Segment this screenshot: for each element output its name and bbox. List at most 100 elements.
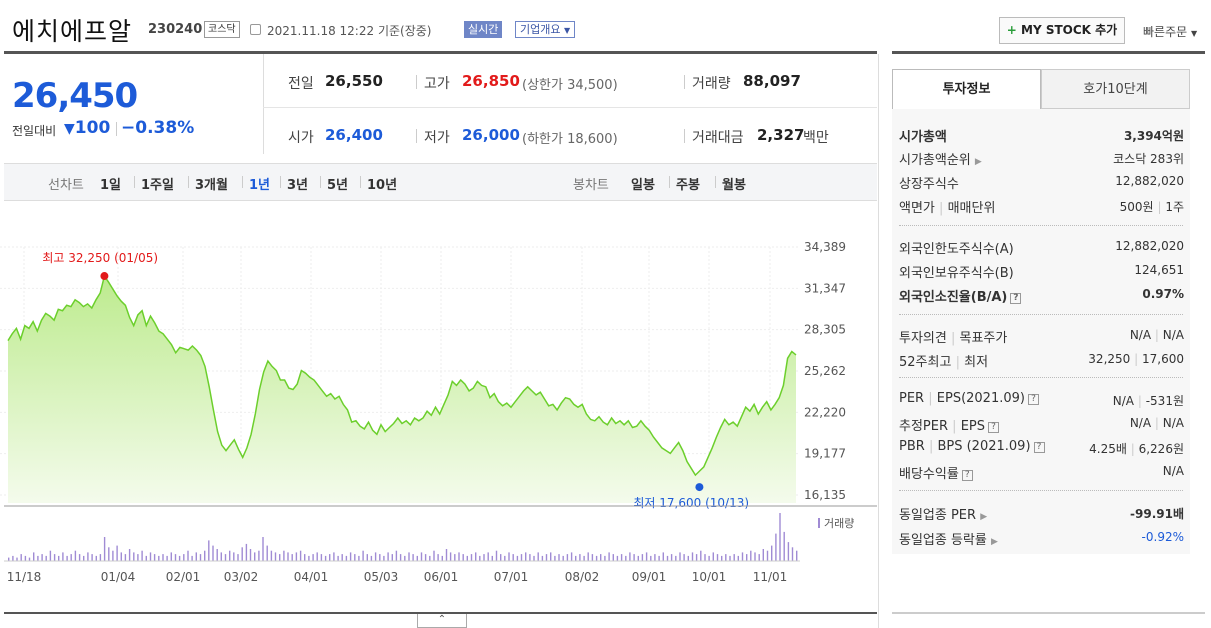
volume-bar bbox=[337, 555, 339, 561]
down-triangle-icon: ▼ bbox=[64, 121, 75, 137]
week52-value: 32,250 | 17,600 bbox=[1088, 352, 1184, 366]
prev-close: 26,550 bbox=[325, 72, 383, 90]
y-tick-label: 25,262 bbox=[804, 364, 846, 378]
candle-period-tab[interactable]: 주봉 bbox=[676, 178, 700, 193]
volume-bar bbox=[358, 555, 360, 561]
industry-rate-label[interactable]: 동일업종 등락률 ▶ bbox=[899, 533, 998, 548]
volume-bar bbox=[145, 555, 147, 561]
chevron-down-icon: ▼ bbox=[1191, 29, 1198, 38]
stock-code: 230240 bbox=[148, 22, 203, 37]
volume-bar bbox=[99, 554, 102, 561]
volume-bar bbox=[633, 554, 635, 561]
volume-bar bbox=[433, 550, 435, 561]
price-line bbox=[7, 274, 797, 477]
volume-bar bbox=[487, 552, 489, 561]
market-cap-label: 시가총액 bbox=[899, 130, 947, 145]
line-period-tab[interactable]: 10년 bbox=[367, 178, 398, 193]
foreign-limit: 12,882,020 bbox=[1115, 239, 1184, 253]
industry-per-label[interactable]: 동일업종 PER ▶ bbox=[899, 508, 988, 523]
volume-bar bbox=[183, 554, 185, 561]
price-chart[interactable]: 34,389 31,347 28,305 25,262 22,220 19,177 16,1… bbox=[0, 205, 878, 600]
volume-bar bbox=[53, 554, 56, 561]
x-tick-label: 09/01 bbox=[632, 570, 667, 584]
market-cap-rank-label[interactable]: 시가총액순위 ▶ bbox=[899, 153, 982, 168]
volume-bar bbox=[399, 554, 402, 561]
volume-bar bbox=[420, 552, 423, 561]
line-period-tab[interactable]: 1일 bbox=[100, 178, 122, 193]
line-period-tab[interactable]: 1년 bbox=[249, 178, 271, 193]
volume-bar bbox=[128, 549, 131, 561]
tab-orderbook-10[interactable]: 호가10단계 bbox=[1041, 69, 1190, 109]
x-tick-label: 06/01 bbox=[424, 570, 459, 584]
volume-bar bbox=[775, 533, 777, 561]
help-icon[interactable]: ? bbox=[961, 470, 973, 481]
volume-bar bbox=[729, 555, 731, 561]
price-change: ▼100 bbox=[64, 118, 111, 138]
foreign-hold: 124,651 bbox=[1134, 263, 1184, 277]
volume-bar bbox=[124, 554, 127, 561]
volume-bar bbox=[62, 552, 64, 561]
chevron-up-icon: ⌃ bbox=[437, 614, 447, 625]
volume-bar bbox=[345, 555, 348, 561]
volume-bar bbox=[449, 552, 452, 561]
volume-bar bbox=[587, 552, 589, 561]
volume-bar bbox=[708, 555, 710, 561]
help-icon[interactable]: ? bbox=[1010, 293, 1022, 304]
volume-bar bbox=[120, 552, 122, 561]
realtime-badge[interactable]: 실시간 bbox=[464, 21, 503, 38]
line-period-tab[interactable]: 5년 bbox=[327, 178, 349, 193]
x-tick-label: 11/18 bbox=[7, 570, 42, 584]
volume-bar bbox=[583, 555, 585, 561]
y-tick-label: 31,347 bbox=[804, 281, 846, 295]
header-divider bbox=[4, 51, 877, 54]
company-info-dropdown[interactable]: 기업개요 ▼ bbox=[515, 21, 576, 38]
volume-bar bbox=[466, 555, 468, 561]
volume-bar bbox=[666, 555, 669, 561]
line-period-tab[interactable]: 3년 bbox=[287, 178, 309, 193]
low-marker bbox=[695, 483, 704, 492]
y-tick-label: 22,220 bbox=[804, 405, 846, 419]
listed-shares: 12,882,020 bbox=[1115, 174, 1184, 188]
volume-bar bbox=[103, 537, 106, 561]
volume-bar bbox=[224, 554, 227, 561]
candle-period-tab[interactable]: 월봉 bbox=[722, 178, 746, 193]
volume-bar bbox=[791, 547, 794, 561]
amount-label: 거래대금 bbox=[692, 130, 744, 146]
collapse-button[interactable]: ⌃ bbox=[417, 614, 467, 628]
volume-bar bbox=[712, 552, 714, 561]
volume-bar bbox=[233, 552, 235, 561]
volume-bar bbox=[387, 552, 389, 561]
volume-bar bbox=[287, 552, 289, 561]
tab-investment-info[interactable]: 투자정보 bbox=[892, 69, 1041, 109]
volume-bar bbox=[295, 552, 298, 561]
line-period-tab[interactable]: 3개월 bbox=[195, 178, 228, 193]
volume-bar bbox=[625, 555, 627, 561]
quick-order-dropdown[interactable]: 빠른주문 ▼ bbox=[1143, 25, 1198, 39]
opinion-target-value: N/A | N/A bbox=[1129, 328, 1184, 342]
volume-bar bbox=[404, 555, 406, 561]
volume-bar bbox=[721, 555, 723, 561]
price-area bbox=[8, 276, 796, 503]
volume-bar bbox=[771, 545, 773, 561]
volume-bar bbox=[178, 555, 181, 561]
help-icon[interactable]: ? bbox=[988, 422, 999, 433]
opinion-target-label: 투자의견 | 목표주가 bbox=[899, 331, 1008, 346]
help-icon[interactable]: ? bbox=[1027, 394, 1039, 405]
volume-bar bbox=[320, 554, 323, 561]
volume-bar bbox=[112, 550, 114, 561]
volume-bar bbox=[695, 554, 698, 561]
volume-bar bbox=[575, 555, 577, 561]
volume-bar bbox=[516, 555, 519, 561]
volume-bar bbox=[662, 552, 664, 561]
plus-icon: + bbox=[1006, 23, 1017, 37]
line-period-tab[interactable]: 1주일 bbox=[141, 178, 174, 193]
add-mystock-button[interactable]: + MY STOCK 추가 bbox=[999, 17, 1125, 44]
prev-close-label: 전일 bbox=[288, 76, 314, 92]
volume-bar bbox=[95, 555, 97, 561]
candle-period-tab[interactable]: 일봉 bbox=[631, 178, 655, 193]
volume-bar bbox=[691, 552, 694, 561]
dividend-label: 배당수익률? bbox=[899, 463, 973, 482]
volume-bar bbox=[725, 554, 727, 561]
line-chart-label: 선차트 bbox=[48, 178, 84, 193]
help-icon[interactable]: ? bbox=[1033, 442, 1045, 453]
